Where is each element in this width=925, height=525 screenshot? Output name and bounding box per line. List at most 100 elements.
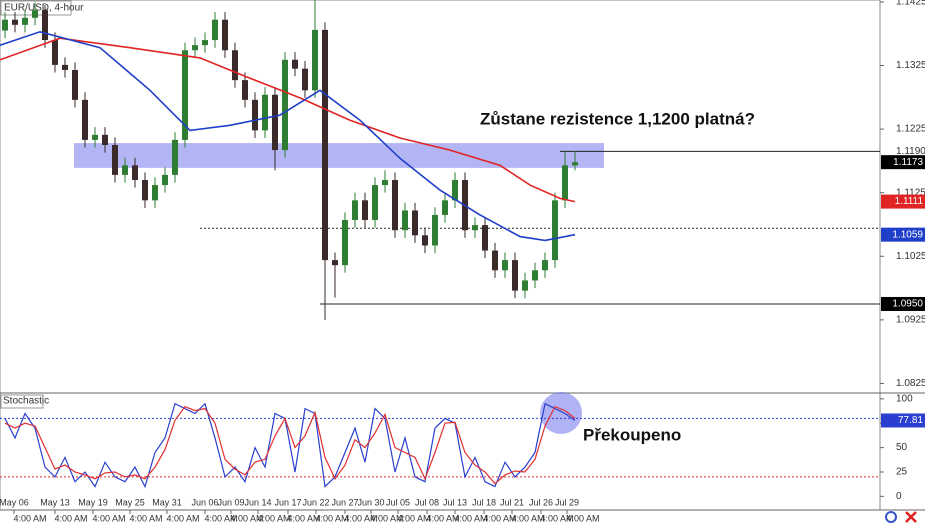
candle-body <box>402 210 408 231</box>
price-tag-label: 77.81 <box>898 415 923 426</box>
price-tag-label: 1.1111 <box>895 196 924 207</box>
candle-body <box>572 162 578 166</box>
candle-body <box>302 68 308 91</box>
candle-body <box>82 99 88 140</box>
chart-title: EUR/USD, 4-hour <box>4 3 84 14</box>
price-tag <box>881 227 925 242</box>
y-tick-label: 1.1225 <box>896 124 925 135</box>
candle-body <box>142 179 148 201</box>
price-tag-label: 1.0950 <box>892 299 923 310</box>
candle-body <box>522 280 528 291</box>
candle-body <box>182 50 188 140</box>
candle-body <box>322 29 328 261</box>
candle-body <box>252 99 258 131</box>
toolbar-icons[interactable] <box>885 511 917 523</box>
icon[interactable] <box>885 511 897 523</box>
moving-average <box>0 37 576 203</box>
candle-body <box>172 139 178 175</box>
candle-body <box>232 50 238 81</box>
price-tag <box>881 194 925 209</box>
x-time-label: 4:00 AM <box>511 513 544 523</box>
annotation: Zůstane rezistence 1,1200 platná? <box>480 109 755 128</box>
x-tick-label: Jun 17 <box>274 497 301 507</box>
candle-body <box>292 59 298 69</box>
candle-body <box>22 17 28 25</box>
panel-title: Stochastic <box>3 396 49 407</box>
candle-body <box>32 10 38 18</box>
candle-body <box>352 200 358 221</box>
stochastic-line <box>4 402 576 489</box>
x-tick-label: May 13 <box>40 497 70 507</box>
y-tick-label: 1.0925 <box>896 315 925 326</box>
x-tick-label: May 19 <box>78 497 108 507</box>
x-tick-label: Jun 06 <box>191 497 218 507</box>
x-time-label: 4:00 AM <box>204 513 237 523</box>
x-tick-label: May 31 <box>152 497 182 507</box>
level-label: 1.1190 <box>896 146 925 157</box>
candle-body <box>512 260 518 291</box>
stochastic-line <box>4 405 576 485</box>
candle-body <box>92 134 98 140</box>
y-tick-label: 100 <box>896 393 913 404</box>
candle-body <box>332 260 338 266</box>
x-time-label: 4:00 AM <box>540 513 573 523</box>
x-tick-label: May 25 <box>115 497 145 507</box>
candle-body <box>282 59 288 151</box>
x-time-label: 4:00 AM <box>257 513 290 523</box>
candle-body <box>382 179 388 186</box>
candle-body <box>262 94 268 131</box>
candle-body <box>412 210 418 236</box>
candle-body <box>152 185 158 201</box>
candle-body <box>42 10 48 41</box>
x-tick-label: Jul 26 <box>529 497 553 507</box>
candle-body <box>312 29 318 91</box>
x-tick-label: Jun 14 <box>244 497 271 507</box>
y-tick-label: 50 <box>896 442 908 453</box>
x-time-label: 4:00 AM <box>344 513 377 523</box>
candle-body <box>552 200 558 261</box>
x-time-label: 4:00 AM <box>426 513 459 523</box>
icon[interactable] <box>905 511 917 523</box>
candle-body <box>432 214 438 246</box>
y-tick-label: 25 <box>896 467 908 478</box>
candle-body <box>102 134 108 145</box>
x-tick-label: Jul 08 <box>415 497 439 507</box>
x-time-label: 4:00 AM <box>13 513 46 523</box>
y-tick-label: 1.1325 <box>896 60 925 71</box>
x-tick-label: Jul 18 <box>472 497 496 507</box>
x-tick-label: Jun 09 <box>217 497 244 507</box>
resistance-zone <box>74 143 604 168</box>
y-tick-label: 1.1425 <box>896 0 925 8</box>
candle-body <box>482 225 488 251</box>
x-tick-label: Jun 30 <box>357 497 384 507</box>
candle-body <box>192 45 198 51</box>
price-tag <box>881 155 925 170</box>
x-tick-label: Jul 13 <box>443 497 467 507</box>
candle-body <box>222 19 228 51</box>
candle-body <box>112 144 118 175</box>
x-time-label: 4:00 AM <box>287 513 320 523</box>
candle-body <box>2 19 8 31</box>
candle-body <box>502 260 508 271</box>
x-tick-label: Jul 29 <box>555 497 579 507</box>
candle-body <box>532 270 538 281</box>
price-tag-label: 1.1059 <box>892 229 923 240</box>
candle-body <box>362 200 368 221</box>
candle-body <box>342 220 348 266</box>
price-tag <box>881 296 925 311</box>
x-time-label: 4:00 AM <box>454 513 487 523</box>
x-tick-label: May 06 <box>0 497 29 507</box>
x-time-label: 4:00 AM <box>230 513 263 523</box>
candle-body <box>132 165 138 180</box>
x-time-label: 4:00 AM <box>92 513 125 523</box>
x-time-label: 4:00 AM <box>483 513 516 523</box>
candle-body <box>452 179 458 201</box>
x-tick-label: Jun 22 <box>302 497 329 507</box>
candle-body <box>52 40 58 65</box>
x-time-label: 4:00 AM <box>370 513 403 523</box>
price-tag-label: 1.1173 <box>893 157 923 168</box>
candle-body <box>72 69 78 100</box>
candle-body <box>12 19 18 25</box>
x-time-label: 4:00 AM <box>129 513 162 523</box>
